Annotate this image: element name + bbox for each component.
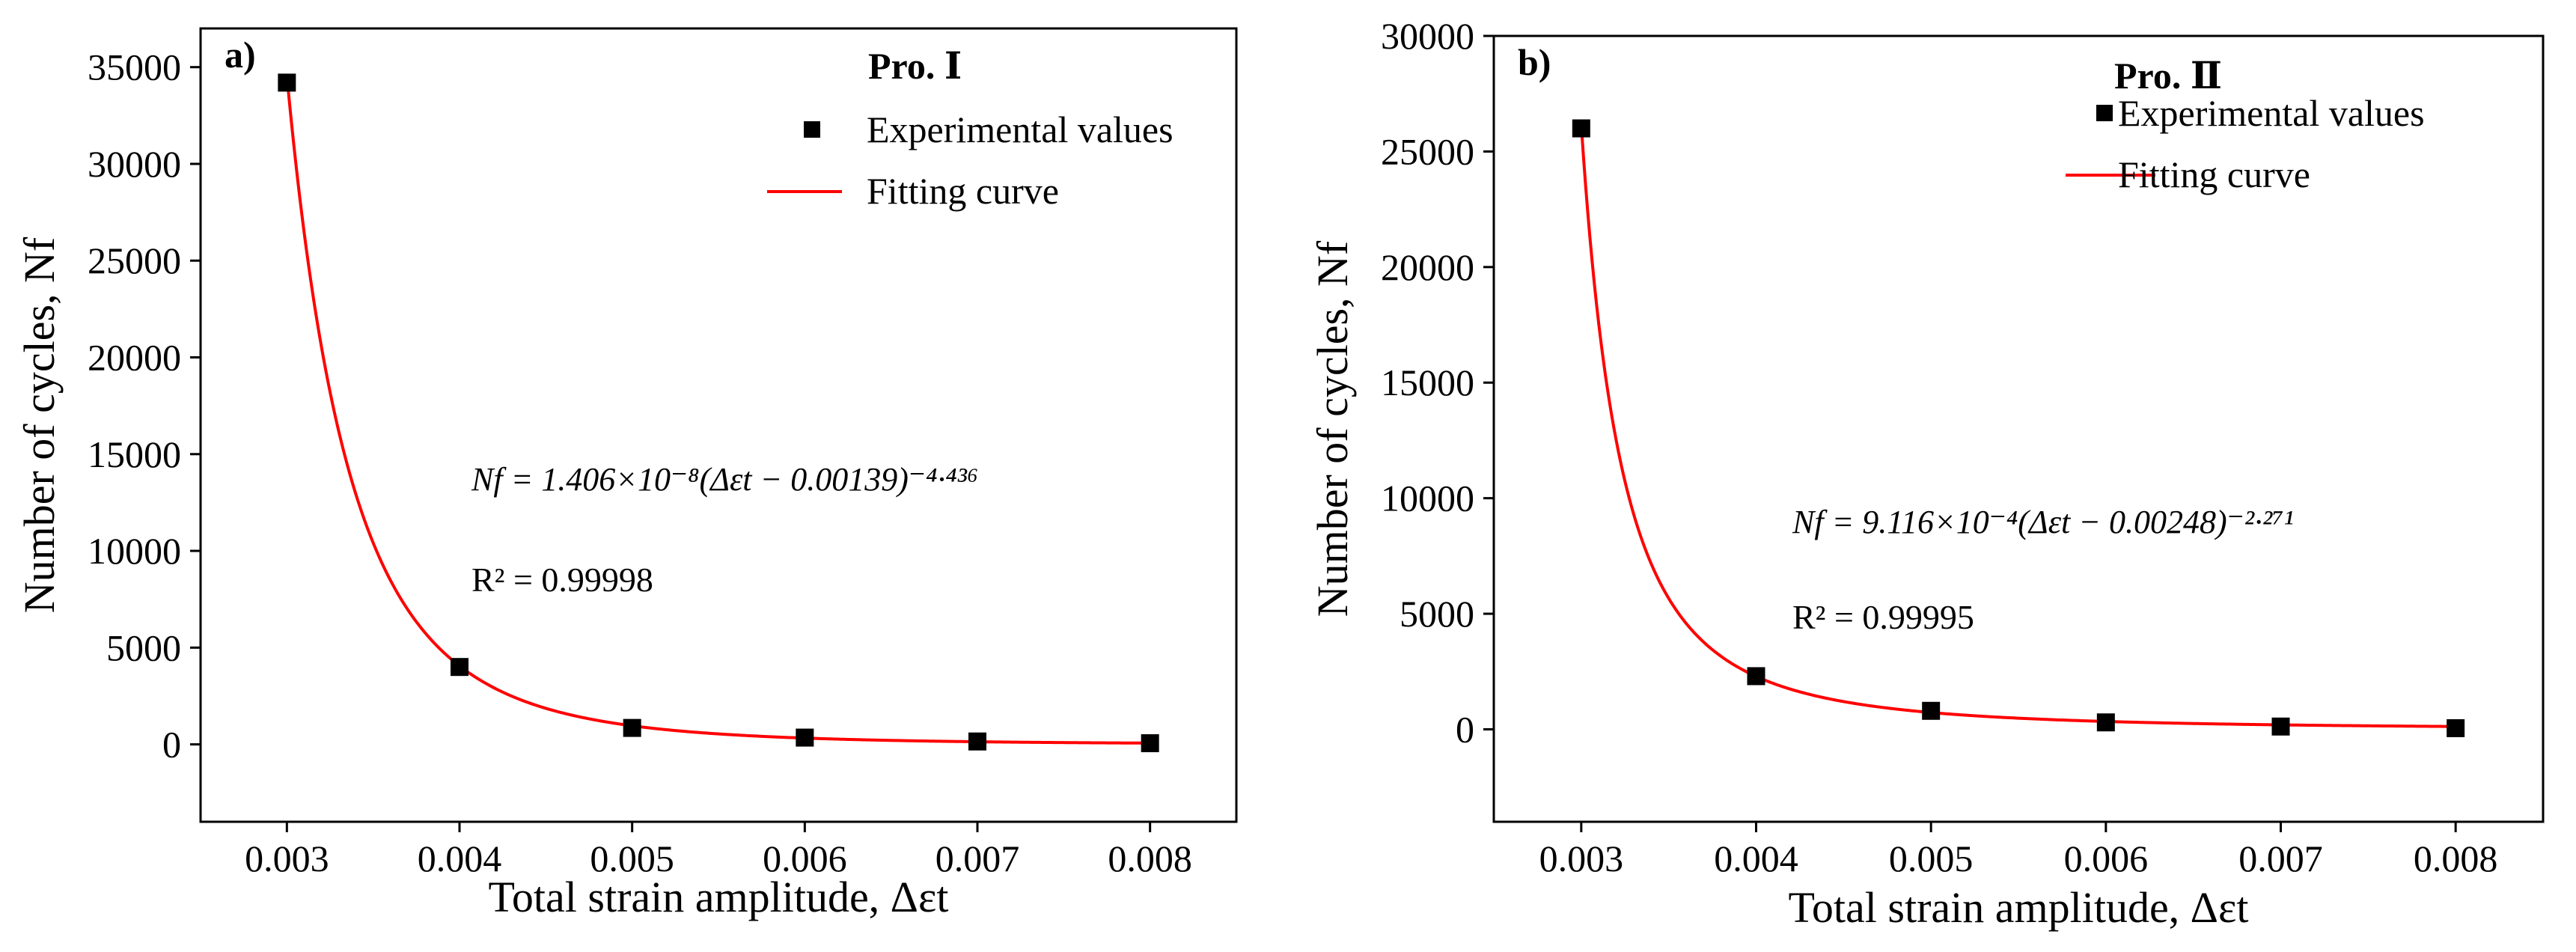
x-tick-label: 0.007	[2238, 837, 2323, 879]
y-tick-label: 25000	[88, 239, 181, 281]
data-point	[1922, 701, 1941, 720]
y-tick-label: 10000	[1381, 477, 1474, 519]
data-point	[2447, 718, 2465, 737]
chart-panel-a: 0.003 0.004 0.005 0.006 0.007 0.008 0 5000 10000…	[15, 27, 1238, 921]
chart-panel-b: 0.003 0.004 0.005 0.006 0.007 0.008 0 5000 10000…	[1308, 15, 2545, 932]
data-point	[968, 732, 986, 751]
data-point	[451, 658, 468, 677]
data-point	[796, 728, 814, 747]
data-point	[1747, 667, 1765, 686]
plot-frame	[1492, 34, 2545, 823]
y-tick-label: 25000	[1381, 130, 1474, 172]
y-tick-label: 20000	[1381, 246, 1474, 288]
y-tick-label: 30000	[1381, 15, 1474, 57]
x-tick-label: 0.008	[1108, 837, 1192, 879]
y-axis-title: Number of cycles, Nf	[15, 237, 64, 613]
y-tick-label: 0	[1456, 708, 1474, 750]
x-tick-label: 0.006	[2064, 837, 2149, 879]
panel-label: b)	[1518, 41, 1551, 83]
y-tick-label: 5000	[106, 626, 181, 668]
legend-marker-square	[804, 121, 820, 138]
fitting-curve-line	[285, 76, 1150, 745]
x-tick-label: 0.003	[1539, 837, 1624, 879]
fitting-curve-line	[1579, 124, 2456, 728]
x-axis-title: Total strain amplitude, Δεt	[489, 873, 949, 921]
y-axis-title: Number of cycles, Nf	[1308, 240, 1357, 617]
x-axis-title: Total strain amplitude, Δεt	[1789, 883, 2249, 932]
x-tick-label: 0.005	[1889, 837, 1974, 879]
x-tick-label: 0.006	[763, 837, 847, 879]
y-tick-label: 15000	[88, 433, 181, 475]
y-tick-label: 35000	[88, 46, 181, 88]
data-point	[623, 718, 641, 737]
legend-title: Pro. Ⅰ	[868, 45, 962, 87]
r-squared: R² = 0.99995	[1792, 598, 1974, 636]
y-tick-label: 10000	[88, 530, 181, 572]
fit-equation: Nf = 1.406×10⁻⁸(Δεt − 0.00139)⁻⁴·⁴³⁶	[471, 461, 978, 498]
x-tick-label: 0.003	[245, 837, 329, 879]
y-tick-label: 15000	[1381, 361, 1474, 403]
fit-equation: Nf = 9.116×10⁻⁴(Δεt − 0.00248)⁻²·²⁷¹	[1792, 504, 2294, 540]
x-tick-label: 0.008	[2414, 837, 2498, 879]
x-tick-label: 0.005	[590, 837, 674, 879]
x-tick-label: 0.007	[936, 837, 1020, 879]
legend: Pro. Ⅰ Experimental values Fitting curve	[767, 45, 1173, 212]
legend-label-fitting: Fitting curve	[867, 170, 1059, 212]
data-point	[1141, 734, 1159, 753]
legend-label-experimental: Experimental values	[867, 109, 1173, 150]
r-squared: R² = 0.99998	[471, 561, 653, 599]
data-point	[2096, 713, 2115, 732]
x-tick-label: 0.004	[418, 837, 502, 879]
legend-label-experimental: Experimental values	[2118, 92, 2425, 134]
y-tick-label: 5000	[1400, 593, 1474, 635]
panel-label: a)	[225, 34, 256, 76]
y-tick-label: 20000	[88, 337, 181, 379]
data-point	[1572, 119, 1590, 138]
y-tick-label: 30000	[88, 143, 181, 185]
x-tick-label: 0.004	[1714, 837, 1798, 879]
legend-label-fitting: Fitting curve	[2118, 153, 2310, 195]
data-point	[278, 73, 296, 92]
plot-frame	[199, 27, 1238, 823]
legend-marker-square	[2096, 105, 2113, 121]
legend-title: Pro. Ⅱ	[2114, 55, 2222, 97]
y-tick-label: 0	[162, 724, 181, 766]
data-point	[2271, 717, 2290, 736]
